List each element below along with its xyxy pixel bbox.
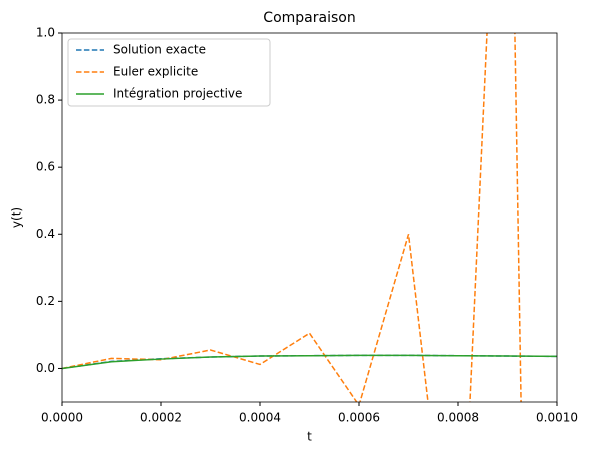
x-tick-label: 0.0008 xyxy=(437,411,479,425)
x-tick-label: 0.0010 xyxy=(536,411,578,425)
y-axis-label: y(t) xyxy=(10,207,24,228)
legend-label: Solution exacte xyxy=(113,43,206,57)
y-tick-label: 1.0 xyxy=(36,26,55,40)
x-tick-label: 0.0000 xyxy=(41,411,83,425)
chart-title: Comparaison xyxy=(263,10,355,26)
series-line xyxy=(62,354,557,370)
x-tick-label: 0.0006 xyxy=(338,411,380,425)
y-tick-label: 0.6 xyxy=(36,160,55,174)
y-tick-label: 0.2 xyxy=(36,294,55,308)
x-axis-label: t xyxy=(307,430,312,444)
legend-label: Intégration projective xyxy=(113,87,242,101)
legend-label: Euler explicite xyxy=(113,65,198,79)
plot-frame xyxy=(61,32,558,403)
y-tick-label: 0.0 xyxy=(36,361,55,375)
plot-lines xyxy=(62,33,557,402)
x-tick-label: 0.0002 xyxy=(140,411,182,425)
legend-box xyxy=(67,38,271,107)
y-tick-label: 0.8 xyxy=(36,93,55,107)
series-line xyxy=(62,354,557,370)
y-tick-label: 0.4 xyxy=(36,227,55,241)
x-tick-label: 0.0004 xyxy=(239,411,281,425)
